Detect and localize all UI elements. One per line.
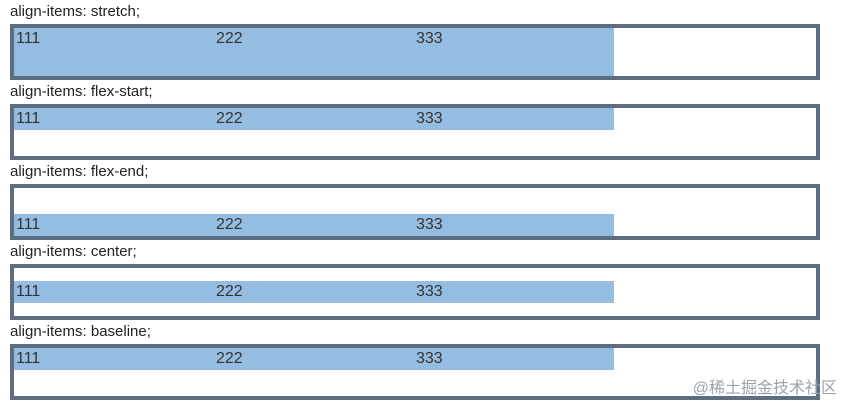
flex-item: 333 <box>414 28 614 76</box>
flex-item: 111 <box>14 348 214 370</box>
flex-item: 222 <box>214 28 414 76</box>
flex-container: 111 222 333 <box>10 184 820 240</box>
section-label: align-items: flex-start; <box>10 83 153 100</box>
flex-item: 222 <box>214 281 414 303</box>
section-label: align-items: flex-end; <box>10 163 149 180</box>
flex-item: 222 <box>214 214 414 236</box>
section-label: align-items: stretch; <box>10 3 141 20</box>
flex-container: 111 222 333 <box>10 344 820 400</box>
flex-item: 222 <box>214 108 414 130</box>
flex-item: 222 <box>214 348 414 370</box>
flex-container: 111 222 333 <box>10 24 820 80</box>
flex-container: 111 222 333 <box>10 264 820 320</box>
flex-item: 111 <box>14 28 214 76</box>
flex-item: 333 <box>414 348 614 370</box>
flex-item: 111 <box>14 214 214 236</box>
flex-item: 333 <box>414 214 614 236</box>
demo-list: align-items: stretch; 111 222 333 align-item… <box>10 0 820 400</box>
flex-item: 111 <box>14 281 214 303</box>
flex-item: 111 <box>14 108 214 130</box>
section-label: align-items: center; <box>10 243 137 260</box>
flex-item: 333 <box>414 281 614 303</box>
watermark: @稀土掘金技术社区 <box>692 380 837 397</box>
section-label: align-items: baseline; <box>10 323 151 340</box>
flex-item: 333 <box>414 108 614 130</box>
flex-container: 111 222 333 <box>10 104 820 160</box>
